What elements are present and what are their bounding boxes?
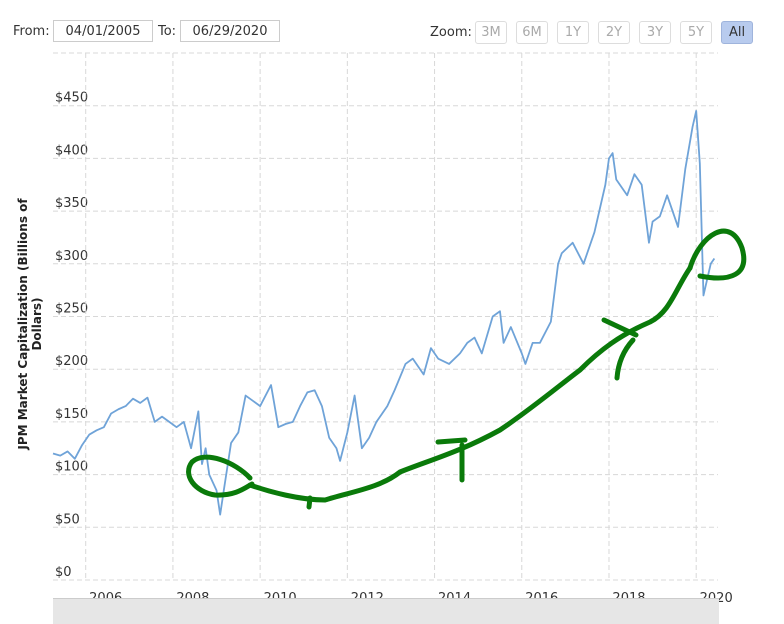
y-tick-label: $50 bbox=[55, 512, 80, 527]
y-tick-label: $350 bbox=[55, 196, 88, 211]
annotation-tick bbox=[306, 495, 313, 510]
zoom-label: Zoom: bbox=[430, 25, 472, 40]
to-date-input[interactable]: 06/29/2020 bbox=[180, 20, 280, 42]
annotation-mark-2014 bbox=[435, 437, 468, 483]
y-tick-label: $300 bbox=[55, 249, 88, 264]
zoom-button-5y[interactable]: 5Y bbox=[680, 21, 712, 44]
zoom-button-3y[interactable]: 3Y bbox=[639, 21, 671, 44]
annotation-trend-curve bbox=[247, 265, 693, 503]
y-tick-label: $0 bbox=[55, 565, 72, 580]
annotation-arrow-2018 bbox=[601, 317, 639, 381]
y-tick-label: $150 bbox=[55, 407, 88, 422]
y-tick-label: $250 bbox=[55, 302, 88, 317]
zoom-button-2y[interactable]: 2Y bbox=[598, 21, 630, 44]
navigator-scrollbar[interactable] bbox=[53, 598, 719, 624]
y-tick-label: $100 bbox=[55, 460, 88, 475]
zoom-button-all[interactable]: All bbox=[721, 21, 753, 44]
to-label: To: bbox=[158, 24, 177, 39]
y-tick-label: $450 bbox=[55, 91, 88, 106]
y-tick-label: $400 bbox=[55, 143, 88, 158]
from-label: From: bbox=[13, 24, 50, 39]
from-date-input[interactable]: 04/01/2005 bbox=[53, 20, 153, 42]
y-tick-label: $200 bbox=[55, 354, 88, 369]
series-line bbox=[52, 110, 716, 516]
zoom-button-6m[interactable]: 6M bbox=[516, 21, 548, 44]
annotation-circle-2020 bbox=[687, 228, 747, 281]
zoom-button-3m[interactable]: 3M bbox=[475, 21, 507, 44]
zoom-button-1y[interactable]: 1Y bbox=[557, 21, 589, 44]
annotation-circle-2008 bbox=[186, 454, 255, 498]
